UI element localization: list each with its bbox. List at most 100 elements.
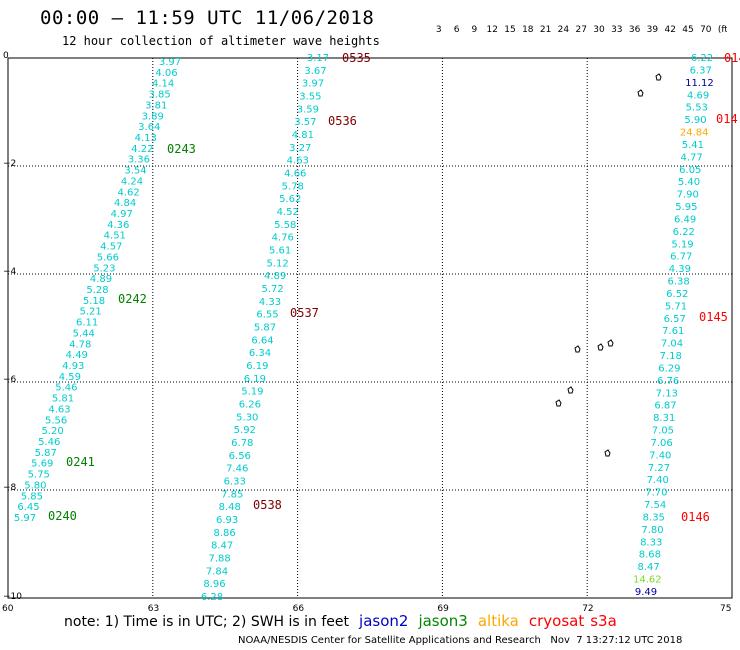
wave-height-value: 6.93 xyxy=(216,515,238,526)
wave-height-value: 6.45 xyxy=(17,502,39,513)
wave-height-value: 4.13 xyxy=(135,133,157,144)
wave-height-value: 5.69 xyxy=(31,459,53,470)
wave-height-value: 8.33 xyxy=(640,537,662,548)
pass-time-label: 0535 xyxy=(342,51,371,65)
wave-height-value: 4.36 xyxy=(107,220,129,231)
wave-height-value: 5.30 xyxy=(236,412,258,423)
wave-height-value: 4.63 xyxy=(287,156,309,167)
wave-height-value: 7.40 xyxy=(647,475,669,486)
wave-height-value: 7.18 xyxy=(660,351,682,362)
altimeter-track: 6.226.3711.124.695.535.9024.845.414.776.… xyxy=(633,53,714,598)
wave-height-value: 3.55 xyxy=(299,92,321,103)
wave-height-value: 7.70 xyxy=(645,488,667,499)
page-title: 00:00 – 11:59 UTC 11/06/2018 xyxy=(40,7,375,29)
island-shape xyxy=(607,339,614,347)
wave-height-value: 3.81 xyxy=(145,100,167,111)
wave-height-value: 6.33 xyxy=(224,477,246,488)
wave-height-value: 6.78 xyxy=(231,438,253,449)
lat-tick-label: −2 xyxy=(3,159,16,169)
wave-height-value: 4.78 xyxy=(69,339,91,350)
wave-height-value: 8.47 xyxy=(211,541,233,552)
wave-height-value: 4.66 xyxy=(284,169,306,180)
wave-height-value: 4.69 xyxy=(687,90,709,101)
wave-height-value: 5.58 xyxy=(274,220,296,231)
island-outlines xyxy=(555,73,662,457)
wave-height-value: 5.80 xyxy=(24,480,46,491)
lon-tick-label: 66 xyxy=(293,604,305,614)
colorbar-tick-label: 45 xyxy=(682,25,693,35)
wave-height-value: 3.64 xyxy=(138,122,160,133)
wave-height-value: 4.49 xyxy=(66,350,88,361)
wave-height-value: 7.90 xyxy=(677,190,699,201)
wave-height-value: 6.56 xyxy=(229,451,251,462)
wave-height-value: 4.24 xyxy=(121,176,143,187)
wave-height-value: 4.63 xyxy=(48,404,70,415)
wave-height-value: 3.27 xyxy=(289,143,311,154)
island-shape xyxy=(555,399,562,407)
wave-height-value: 6.05 xyxy=(679,165,701,176)
wave-height-value: 5.21 xyxy=(79,307,101,318)
wave-height-value: 6.29 xyxy=(658,364,680,375)
wave-height-value: 5.62 xyxy=(279,194,301,205)
wave-height-value: 6.49 xyxy=(674,214,696,225)
colorbar-tick-label: 24 xyxy=(558,25,570,35)
wave-height-value: 11.12 xyxy=(685,78,714,89)
page-subtitle: 12 hour collection of altimeter wave hei… xyxy=(62,34,380,48)
wave-height-value: 4.33 xyxy=(259,297,281,308)
pass-time-label: 0145 xyxy=(699,310,728,324)
pass-time-label: 0537 xyxy=(290,306,319,320)
wave-height-value: 3.67 xyxy=(304,66,326,77)
wave-height-value: 3.57 xyxy=(294,117,316,128)
wave-height-value: 4.52 xyxy=(277,207,299,218)
wave-height-value: 7.04 xyxy=(661,339,683,350)
wave-height-value: 5.18 xyxy=(83,296,105,307)
wave-height-value: 5.12 xyxy=(266,258,288,269)
pass-time-label: 0241 xyxy=(66,455,95,469)
wave-height-value: 24.84 xyxy=(680,128,709,139)
wave-height-value: 3.97 xyxy=(159,57,181,68)
wave-height-value: 8.31 xyxy=(653,413,675,424)
wave-height-value: 5.53 xyxy=(686,103,708,114)
wave-height-value: 5.46 xyxy=(55,383,77,394)
colorbar-tick-label: 9 xyxy=(472,25,478,35)
wave-height-value: 8.68 xyxy=(639,550,661,561)
wave-height-value: 5.72 xyxy=(261,284,283,295)
pass-time-label: 014 xyxy=(724,51,740,65)
wave-height-value: 6.11 xyxy=(76,318,98,329)
wave-height-value: 9.49 xyxy=(635,587,657,598)
wave-height-value: 4.57 xyxy=(100,242,122,253)
wave-height-value: 4.81 xyxy=(292,130,314,141)
colorbar-tick-label: 42 xyxy=(664,25,675,35)
pass-time-label: 0240 xyxy=(48,509,77,523)
wave-height-value: 4.22 xyxy=(131,144,153,155)
wave-height-value: 4.14 xyxy=(152,79,174,90)
wave-height-value: 4.84 xyxy=(114,198,136,209)
colorbar-tick-label: 12 xyxy=(486,25,497,35)
wave-height-value: 6.19 xyxy=(246,361,268,372)
wave-height-value: 6.34 xyxy=(249,348,271,359)
colorbar-tick-label: 21 xyxy=(540,25,551,35)
wave-height-value: 6.19 xyxy=(244,374,266,385)
wave-height-value: 7.54 xyxy=(644,500,666,511)
wave-height-value: 5.61 xyxy=(269,246,291,257)
note-line: note: 1) Time is in UTC; 2) SWH is in fe… xyxy=(64,612,617,630)
wave-height-value: 7.80 xyxy=(641,525,663,536)
island-shape xyxy=(597,343,604,351)
island-shape xyxy=(637,89,644,97)
wave-height-value: 6.37 xyxy=(690,65,712,76)
legend-altika: altika xyxy=(477,612,519,630)
wave-height-value: 4.77 xyxy=(680,152,702,163)
wave-height-value: 7.85 xyxy=(221,489,243,500)
colorbar-tick-label: 39 xyxy=(647,25,659,35)
wave-height-value: 4.39 xyxy=(669,264,691,275)
wave-height-value: 6.77 xyxy=(670,252,692,263)
wave-height-value: 5.78 xyxy=(282,181,304,192)
altimeter-track: 3.17 3.67 3.97 3.553.59 3.57 4.81 3.27 4.63 4.66… xyxy=(201,53,329,603)
pass-time-label: 0242 xyxy=(118,292,147,306)
wave-height-value: 5.87 xyxy=(254,323,276,334)
colorbar-tick-label: 3 xyxy=(436,25,442,35)
lon-tick-label: 72 xyxy=(582,604,593,614)
altimeter-track: 3.974.064.143.853.813.893.644.134.223.36… xyxy=(14,57,181,524)
wave-height-value: 5.87 xyxy=(35,448,57,459)
pass-time-label: 0538 xyxy=(253,498,282,512)
